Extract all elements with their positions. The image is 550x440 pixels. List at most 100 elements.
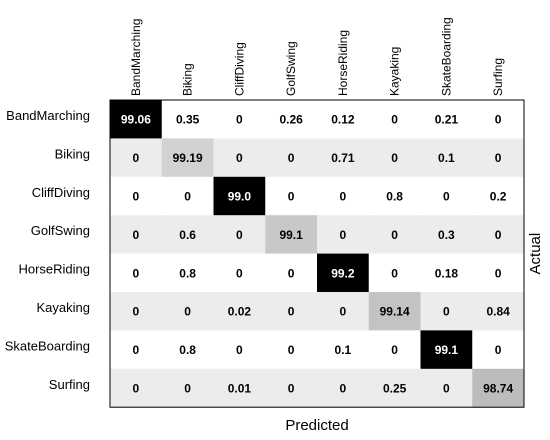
cell-value-label: 0.01 xyxy=(228,382,252,396)
cell-value-label: 0 xyxy=(288,305,295,319)
heatmap-cell xyxy=(317,292,370,331)
heatmap-cell xyxy=(110,100,163,139)
heatmap-cell xyxy=(317,253,370,293)
heatmap-cell xyxy=(213,253,266,293)
heatmap-cell xyxy=(420,138,473,178)
cell-value-label: 0 xyxy=(133,228,140,242)
heatmap-cell xyxy=(265,215,318,255)
heatmap-cell xyxy=(161,138,214,178)
cell-value-label: 99.2 xyxy=(331,266,355,280)
cell-value-label: 0.26 xyxy=(279,113,303,127)
x-tick-labels: BandMarching Biking CliffDiving GolfSwing Ho… xyxy=(129,17,505,96)
heatmap-cell xyxy=(472,330,525,370)
heatmap-cell xyxy=(213,138,266,178)
heatmap-cell xyxy=(368,100,421,139)
heatmap-cell xyxy=(161,100,214,139)
cell-value-label: 0 xyxy=(443,305,450,319)
cell-value-label: 99.14 xyxy=(380,305,410,319)
heatmap-cell xyxy=(161,330,214,370)
cell-value-label: 0 xyxy=(391,113,398,127)
cell-value-label: 0.8 xyxy=(386,190,403,204)
cell-value-label: 0 xyxy=(184,190,191,204)
heatmap-cell xyxy=(420,368,473,408)
heatmap-cell xyxy=(368,176,421,216)
cell-value-label: 0 xyxy=(288,382,295,396)
heatmap-cell xyxy=(110,253,163,293)
cell-value-label: 0 xyxy=(133,305,140,319)
heatmap-cell xyxy=(110,368,163,408)
cell-value-label: 0.35 xyxy=(176,113,200,127)
heatmap-cell xyxy=(472,215,525,255)
cell-value-label: 0 xyxy=(288,151,295,165)
heatmap-cell xyxy=(213,330,266,370)
y-tick-label: HorseRiding xyxy=(18,262,90,277)
heatmap-cell xyxy=(110,330,163,370)
x-tick-label: Kayaking xyxy=(388,47,402,96)
heatmap-value-labels: 99.06 0.35 0 0.26 0.12 0 0.21 0 0 99.19 0 0 0.71 0 0.1… xyxy=(121,113,514,396)
cell-value-label: 0 xyxy=(443,382,450,396)
y-tick-label: CliffDiving xyxy=(32,185,90,200)
cell-value-label: 0.1 xyxy=(438,151,455,165)
cell-value-label: 0 xyxy=(391,151,398,165)
cell-value-label: 0 xyxy=(288,343,295,357)
cell-value-label: 0 xyxy=(133,190,140,204)
heatmap-cell xyxy=(265,292,318,331)
heatmap-cell xyxy=(213,100,266,139)
cell-value-label: 0.3 xyxy=(438,228,455,242)
cell-value-label: 0 xyxy=(288,266,295,280)
heatmap-cell xyxy=(368,368,421,408)
heatmap-cell xyxy=(213,215,266,255)
heatmap-cell xyxy=(110,138,163,178)
cell-value-label: 0.6 xyxy=(179,228,196,242)
heatmap-cell xyxy=(110,215,163,255)
heatmap-cell xyxy=(317,368,370,408)
cell-value-label: 0.8 xyxy=(179,266,196,280)
heatmap-cell xyxy=(368,253,421,293)
cell-value-label: 0 xyxy=(391,343,398,357)
cell-value-label: 0 xyxy=(391,228,398,242)
heatmap-cell xyxy=(420,215,473,255)
cell-value-label: 0 xyxy=(133,343,140,357)
cell-value-label: 0 xyxy=(495,113,502,127)
heatmap-cell xyxy=(420,253,473,293)
y-axis-label: Actual xyxy=(527,233,544,275)
heatmap-cell xyxy=(265,176,318,216)
cell-value-label: 99.06 xyxy=(121,113,151,127)
heatmap-cell xyxy=(368,330,421,370)
x-axis-label: Predicted xyxy=(285,417,348,434)
heatmap-cell xyxy=(213,368,266,408)
heatmap-cell xyxy=(317,215,370,255)
cell-value-label: 0 xyxy=(133,151,140,165)
x-tick-label: HorseRiding xyxy=(336,30,350,96)
heatmap-cell xyxy=(368,215,421,255)
x-tick-label: SkateBoarding xyxy=(439,17,453,96)
cell-value-label: 0.02 xyxy=(228,305,252,319)
cell-value-label: 0 xyxy=(236,151,243,165)
x-tick-label: CliffDiving xyxy=(232,42,246,96)
cell-value-label: 0 xyxy=(288,190,295,204)
cell-value-label: 99.0 xyxy=(228,190,252,204)
cell-value-label: 0.8 xyxy=(179,343,196,357)
heatmap-cell xyxy=(110,292,163,331)
heatmap-cell xyxy=(317,100,370,139)
heatmap-cell xyxy=(472,292,525,331)
heatmap-cell xyxy=(161,292,214,331)
heatmap-cell xyxy=(265,138,318,178)
cell-value-label: 0 xyxy=(340,228,347,242)
cell-value-label: 0.21 xyxy=(435,113,459,127)
cell-value-label: 99.19 xyxy=(173,151,203,165)
cell-value-label: 0.1 xyxy=(335,343,352,357)
heatmap-cell xyxy=(213,292,266,331)
heatmap-cell xyxy=(161,253,214,293)
cell-value-label: 99.1 xyxy=(435,343,459,357)
x-tick-label: BandMarching xyxy=(129,19,143,96)
heatmap-cell xyxy=(265,253,318,293)
y-tick-label: Biking xyxy=(55,146,90,161)
heatmap-cell xyxy=(317,138,370,178)
heatmap-cell xyxy=(368,292,421,331)
heatmap-cell xyxy=(213,176,266,216)
plot-frame xyxy=(109,99,525,408)
cell-value-label: 0 xyxy=(340,305,347,319)
cell-value-label: 0 xyxy=(391,266,398,280)
